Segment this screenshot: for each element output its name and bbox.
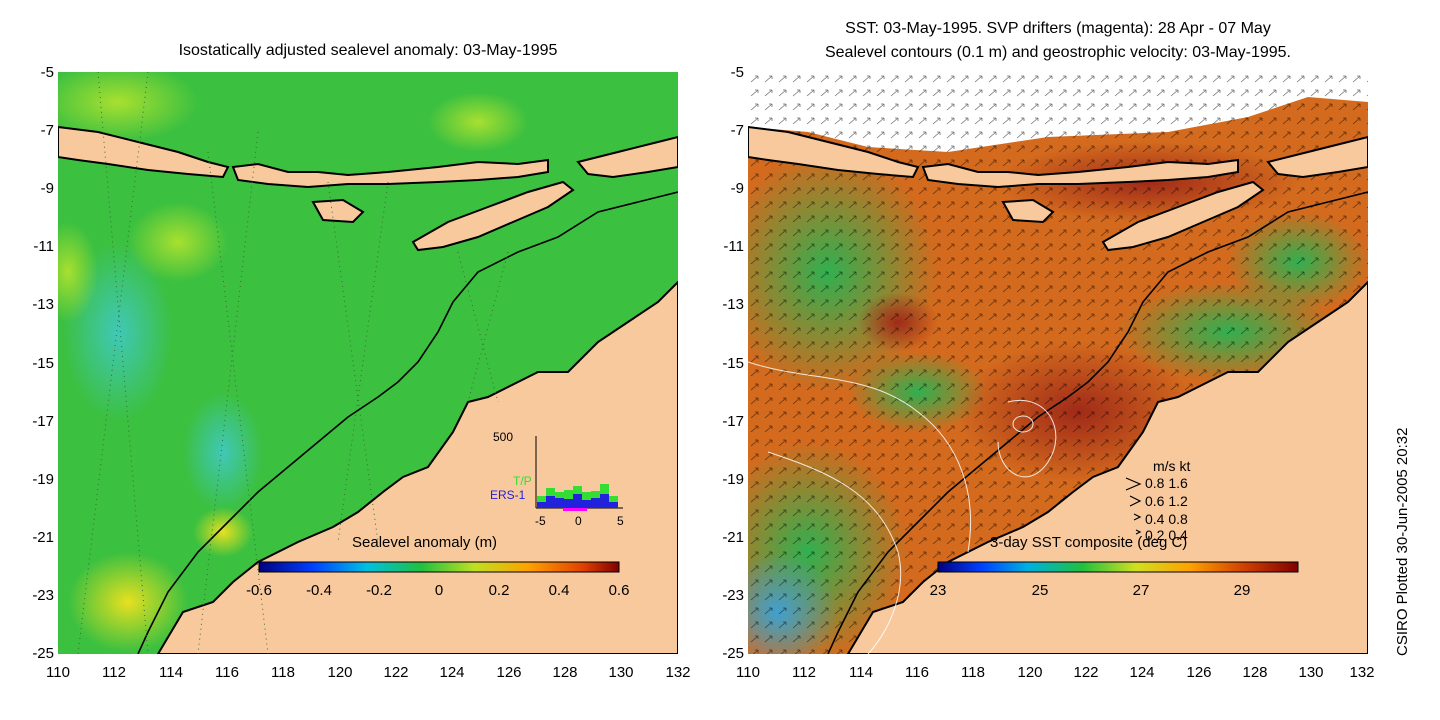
velocity-legend-row: 0.2 0.4 bbox=[1145, 527, 1188, 543]
y-tick: -5 bbox=[730, 64, 744, 81]
y-tick: -19 bbox=[722, 471, 744, 488]
histogram-x-tick: 0 bbox=[575, 514, 582, 528]
right-map-title-line1: SST: 03-May-1995. SVP drifters (magenta)… bbox=[845, 20, 1271, 37]
right-map-plot bbox=[748, 72, 1368, 654]
histogram-max-label: 500 bbox=[493, 430, 514, 444]
y-tick: -23 bbox=[722, 587, 744, 604]
colorbar-tick: -0.4 bbox=[306, 582, 332, 599]
x-tick: 114 bbox=[159, 664, 183, 681]
velocity-legend-row: 0.8 1.6 bbox=[1145, 475, 1188, 491]
x-tick: 126 bbox=[496, 664, 522, 681]
y-tick: -11 bbox=[33, 238, 54, 255]
right-colorbar bbox=[937, 561, 1299, 573]
x-tick: 126 bbox=[1186, 664, 1212, 681]
colorbar-tick: 0 bbox=[434, 582, 444, 599]
x-tick: 128 bbox=[1242, 664, 1268, 681]
colorbar-tick: 0.2 bbox=[488, 582, 510, 599]
colorbar-tick: -0.6 bbox=[246, 582, 272, 599]
x-tick: 118 bbox=[961, 664, 985, 681]
colorbar-tick: 0.6 bbox=[608, 582, 630, 599]
left-map-plot bbox=[58, 72, 678, 654]
colorbar-tick: 27 bbox=[1132, 582, 1150, 599]
x-tick: 112 bbox=[102, 664, 126, 681]
histogram-x-tick: 5 bbox=[617, 514, 624, 528]
velocity-legend-row: 0.6 1.2 bbox=[1145, 493, 1188, 509]
velocity-legend-row: 0.4 0.8 bbox=[1145, 511, 1188, 527]
left-map-title: Isostatically adjusted sealevel anomaly:… bbox=[178, 42, 558, 59]
colorbar-tick: 0.4 bbox=[548, 582, 570, 599]
x-tick: 116 bbox=[215, 664, 239, 681]
x-tick: 132 bbox=[1349, 664, 1375, 681]
y-tick: -9 bbox=[40, 180, 54, 197]
histogram-x-tick: -5 bbox=[535, 514, 546, 528]
y-tick: -17 bbox=[722, 413, 744, 430]
right-colorbar-label: 3-day SST composite (deg C) bbox=[990, 534, 1188, 551]
x-tick: 120 bbox=[1017, 664, 1043, 681]
y-tick: -19 bbox=[32, 471, 54, 488]
y-tick: -5 bbox=[40, 64, 54, 81]
x-tick: 112 bbox=[792, 664, 816, 681]
x-tick: 124 bbox=[1129, 664, 1155, 681]
y-tick: -17 bbox=[32, 413, 54, 430]
y-tick: -25 bbox=[722, 645, 744, 662]
y-tick: -15 bbox=[722, 355, 744, 372]
velocity-legend-header: m/s kt bbox=[1153, 458, 1191, 474]
y-tick: -21 bbox=[32, 529, 54, 546]
x-tick: 114 bbox=[849, 664, 873, 681]
y-tick: -25 bbox=[32, 645, 54, 662]
histogram-bars bbox=[535, 436, 623, 511]
histogram-series-tp: T/P bbox=[513, 474, 532, 488]
y-tick: -23 bbox=[32, 587, 54, 604]
x-tick: 124 bbox=[439, 664, 465, 681]
x-tick: 132 bbox=[665, 664, 691, 681]
y-tick: -11 bbox=[723, 238, 744, 255]
x-tick: 118 bbox=[271, 664, 295, 681]
x-tick: 116 bbox=[905, 664, 929, 681]
left-colorbar bbox=[258, 561, 620, 573]
y-tick: -9 bbox=[730, 180, 744, 197]
histogram-series-ers1: ERS-1 bbox=[490, 488, 526, 502]
colorbar-tick: 23 bbox=[929, 582, 947, 599]
x-tick: 128 bbox=[552, 664, 578, 681]
velocity-legend-arrows bbox=[1125, 477, 1142, 535]
y-tick: -21 bbox=[722, 529, 744, 546]
x-tick: 122 bbox=[1073, 664, 1099, 681]
y-tick: -13 bbox=[722, 296, 744, 313]
x-tick: 120 bbox=[327, 664, 353, 681]
y-tick: -15 bbox=[32, 355, 54, 372]
x-tick: 130 bbox=[1298, 664, 1324, 681]
right-map-title-line2: Sealevel contours (0.1 m) and geostrophi… bbox=[824, 44, 1291, 61]
y-tick: -7 bbox=[40, 122, 54, 139]
plot-credit: CSIRO Plotted 30-Jun-2005 20:32 bbox=[1394, 427, 1411, 656]
y-tick: -7 bbox=[730, 122, 744, 139]
x-tick: 110 bbox=[46, 664, 70, 681]
left-colorbar-label: Sealevel anomaly (m) bbox=[352, 534, 498, 551]
x-tick: 130 bbox=[608, 664, 634, 681]
colorbar-tick: 25 bbox=[1031, 582, 1049, 599]
x-tick: 122 bbox=[383, 664, 409, 681]
colorbar-tick: 29 bbox=[1233, 582, 1251, 599]
colorbar-tick: -0.2 bbox=[366, 582, 392, 599]
x-tick: 110 bbox=[736, 664, 760, 681]
y-tick: -13 bbox=[32, 296, 54, 313]
